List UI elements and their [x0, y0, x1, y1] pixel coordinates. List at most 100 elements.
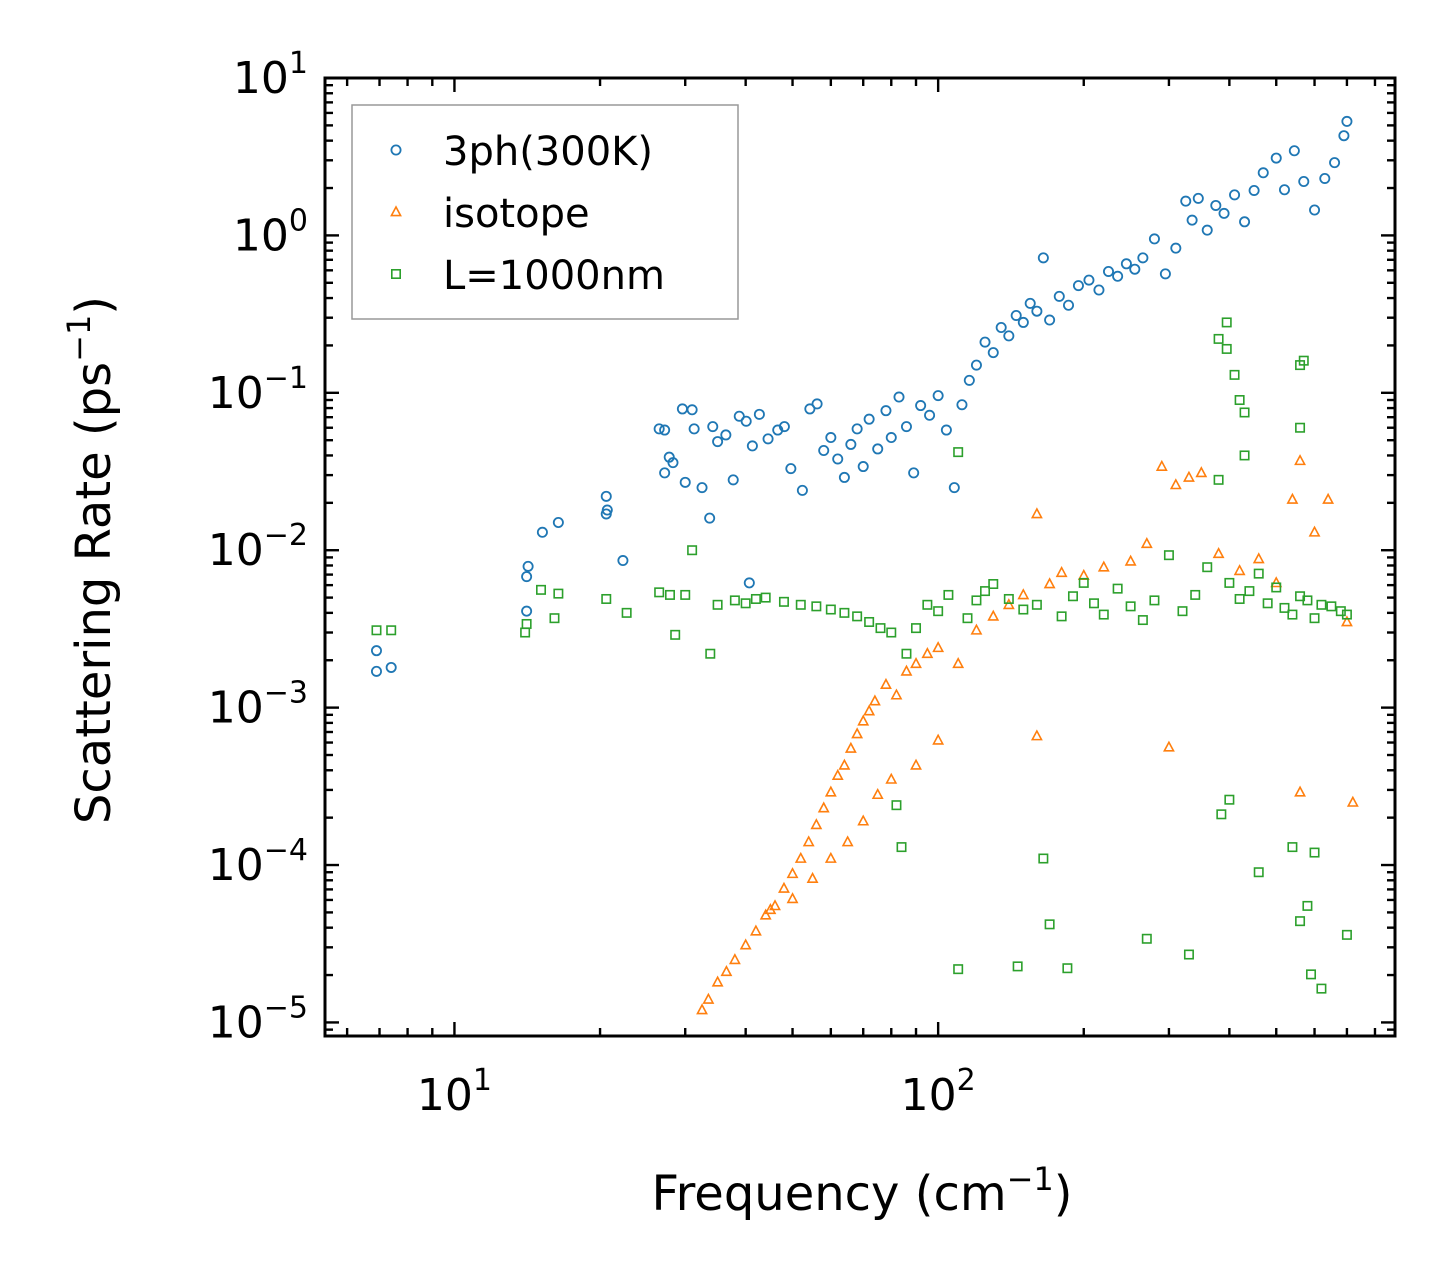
- data-point: [825, 432, 837, 444]
- data-point: [1098, 609, 1109, 620]
- data-point: [1286, 492, 1299, 504]
- data-point: [810, 818, 823, 830]
- data-point: [844, 741, 857, 753]
- data-point: [915, 400, 927, 412]
- legend-marker-square: [390, 268, 401, 279]
- data-point: [932, 733, 945, 745]
- data-point: [1316, 983, 1327, 994]
- data-point: [720, 965, 733, 977]
- data-point: [370, 645, 382, 657]
- data-point: [1308, 525, 1321, 537]
- y-tick-label: 10−5: [208, 990, 308, 1048]
- data-point: [617, 555, 629, 567]
- data-point: [1093, 284, 1105, 296]
- data-point: [750, 593, 761, 604]
- data-point: [687, 545, 698, 556]
- data-point: [769, 899, 781, 911]
- data-point: [1083, 274, 1095, 286]
- data-point: [740, 415, 752, 427]
- data-point: [553, 588, 564, 599]
- data-point: [1229, 189, 1241, 201]
- data-point: [1137, 615, 1148, 626]
- series-1-points: [696, 454, 1359, 1015]
- data-point: [1279, 602, 1290, 613]
- data-point: [536, 526, 548, 538]
- data-point: [1239, 407, 1250, 418]
- data-point: [963, 374, 975, 386]
- data-point: [1287, 842, 1298, 853]
- data-point: [1177, 606, 1188, 617]
- data-point: [900, 421, 912, 433]
- data-points-layer: [370, 115, 1359, 1015]
- data-point: [880, 677, 892, 690]
- data-point: [521, 605, 533, 617]
- data-point: [1002, 598, 1015, 610]
- data-point: [676, 403, 688, 415]
- data-point: [831, 768, 844, 780]
- data-point: [1192, 192, 1204, 204]
- data-point: [795, 599, 806, 610]
- data-point: [910, 758, 922, 770]
- data-point: [987, 609, 1000, 621]
- data-point: [720, 429, 732, 441]
- data-point: [1012, 961, 1023, 972]
- data-point: [1180, 195, 1192, 207]
- data-point: [746, 440, 758, 452]
- data-point: [1183, 949, 1194, 960]
- data-point: [654, 587, 665, 598]
- data-point: [901, 648, 912, 659]
- data-point: [786, 892, 799, 904]
- data-point: [1170, 242, 1182, 254]
- data-point: [1201, 224, 1213, 236]
- legend-label-3ph: 3ph(300K): [443, 129, 653, 175]
- data-point: [1137, 252, 1149, 264]
- data-point: [1031, 305, 1043, 317]
- data-point: [1043, 577, 1056, 589]
- data-point: [988, 579, 999, 590]
- data-point: [1298, 176, 1310, 188]
- data-point: [1298, 355, 1309, 366]
- data-point: [796, 484, 808, 496]
- data-point: [785, 463, 797, 475]
- data-point: [1044, 919, 1055, 930]
- data-point: [953, 447, 964, 458]
- data-point: [1221, 343, 1232, 354]
- data-point: [885, 432, 897, 444]
- data-point: [811, 601, 822, 612]
- data-point: [932, 641, 945, 653]
- data-point: [1017, 316, 1029, 328]
- data-point: [1322, 492, 1335, 504]
- legend-box: [351, 104, 739, 320]
- data-point: [1341, 115, 1353, 127]
- data-point: [1063, 299, 1075, 311]
- data-point: [1252, 552, 1265, 564]
- data-point: [601, 593, 612, 604]
- data-point: [749, 924, 762, 936]
- data-point: [970, 623, 983, 635]
- data-point: [1213, 333, 1224, 344]
- data-point: [838, 471, 850, 483]
- data-point: [1195, 466, 1208, 478]
- data-point: [1295, 422, 1306, 433]
- data-point: [1089, 598, 1100, 609]
- data-point: [1218, 207, 1230, 219]
- data-point: [778, 421, 790, 433]
- data-point: [696, 482, 708, 494]
- data-point: [857, 461, 869, 473]
- data-point: [872, 443, 884, 455]
- data-point: [1309, 204, 1321, 216]
- data-point: [811, 398, 823, 410]
- data-point: [890, 688, 903, 700]
- data-point: [1319, 172, 1331, 184]
- data-point: [1216, 809, 1227, 820]
- data-point: [962, 613, 973, 624]
- data-point: [1129, 263, 1141, 275]
- data-point: [1141, 933, 1152, 944]
- data-point: [1248, 184, 1260, 196]
- data-point: [728, 953, 741, 965]
- data-point: [871, 787, 884, 800]
- data-point: [733, 410, 745, 422]
- data-point: [1329, 157, 1341, 169]
- data-point: [1294, 454, 1306, 466]
- data-point: [1340, 615, 1353, 627]
